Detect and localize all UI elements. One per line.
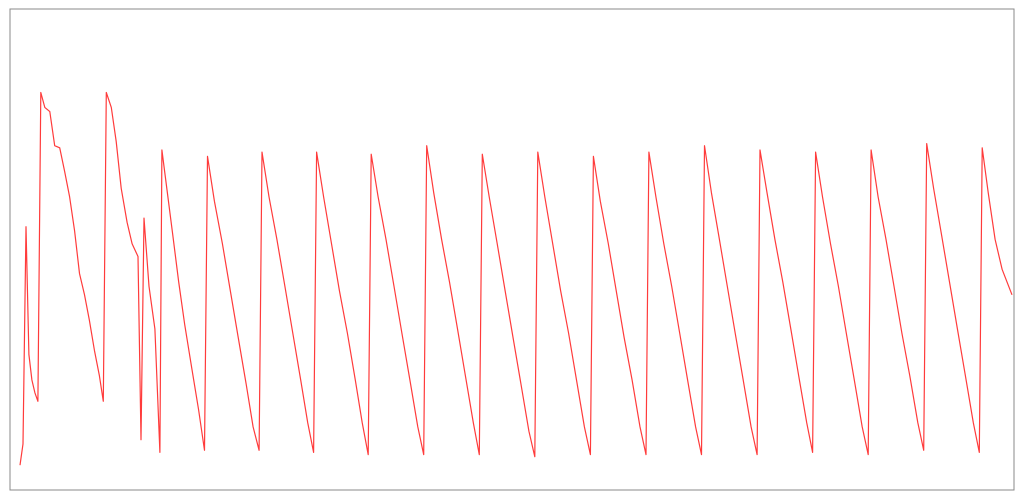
plot-area-frame xyxy=(9,8,1015,491)
series-line-1 xyxy=(19,91,1013,466)
series-layer xyxy=(19,91,1013,466)
